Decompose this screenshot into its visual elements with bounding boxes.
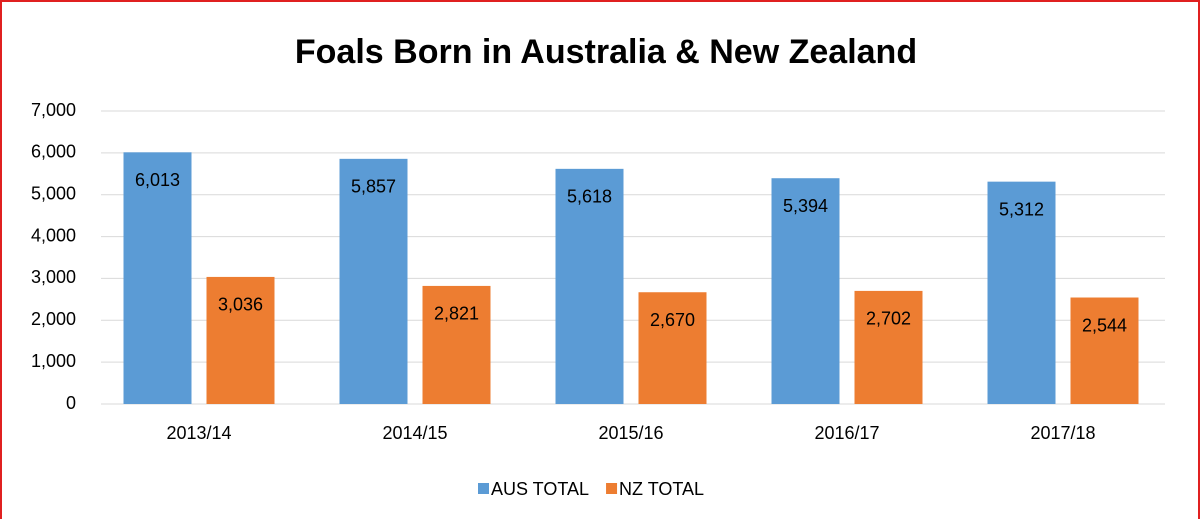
legend-swatch xyxy=(478,483,489,494)
chart-title: Foals Born in Australia & New Zealand xyxy=(295,33,917,71)
bar xyxy=(1070,297,1139,404)
data-label: 5,394 xyxy=(783,196,828,216)
x-tick-label: 2014/15 xyxy=(382,423,447,443)
bar xyxy=(339,158,408,404)
data-label: 5,857 xyxy=(351,177,396,197)
data-label: 2,670 xyxy=(650,310,695,330)
x-tick-label: 2016/17 xyxy=(814,423,879,443)
y-tick-label: 3,000 xyxy=(31,267,76,287)
data-label: 5,618 xyxy=(567,187,612,207)
data-label: 2,702 xyxy=(866,309,911,329)
y-tick-label: 4,000 xyxy=(31,225,76,245)
bar xyxy=(771,178,840,404)
y-tick-label: 1,000 xyxy=(31,351,76,371)
legend-label: AUS TOTAL xyxy=(491,479,589,499)
bar xyxy=(854,290,923,404)
x-tick-label: 2017/18 xyxy=(1030,423,1095,443)
legend-swatch xyxy=(606,483,618,494)
bar xyxy=(987,181,1056,404)
bar xyxy=(422,285,491,404)
bar xyxy=(123,152,192,404)
x-tick-label: 2013/14 xyxy=(166,423,231,443)
data-label: 2,544 xyxy=(1082,315,1127,335)
data-label: 2,821 xyxy=(434,304,479,324)
bar xyxy=(206,276,275,404)
bar xyxy=(638,292,707,404)
bar xyxy=(555,168,624,404)
y-tick-label: 7,000 xyxy=(31,100,76,120)
data-label: 3,036 xyxy=(218,295,263,315)
y-tick-label: 2,000 xyxy=(31,309,76,329)
x-tick-label: 2015/16 xyxy=(598,423,663,443)
data-label: 6,013 xyxy=(135,170,180,190)
y-tick-label: 6,000 xyxy=(31,142,76,162)
y-tick-label: 0 xyxy=(66,393,76,413)
data-label: 5,312 xyxy=(999,199,1044,219)
y-tick-label: 5,000 xyxy=(31,183,76,203)
legend-label: NZ TOTAL xyxy=(619,479,704,499)
